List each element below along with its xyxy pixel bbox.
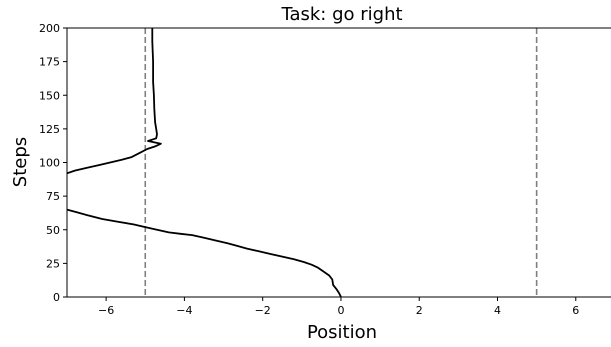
chart-title: Task: go right (280, 4, 402, 25)
y-tick-label: 75 (46, 190, 60, 203)
x-tick-label: −6 (98, 304, 114, 317)
y-tick-label: 50 (46, 224, 60, 237)
series-0-segment-0 (66, 208, 342, 298)
y-tick-label: 25 (46, 257, 60, 270)
y-tick-label: 175 (39, 56, 60, 69)
series-0-segment-1 (66, 28, 162, 175)
series-lines (66, 28, 342, 298)
x-tick-label: −2 (255, 304, 271, 317)
y-tick-label: 200 (39, 22, 60, 35)
ticks: −6 −4 −2 0 2 4 6 0 25 50 75 100 125 150 175 200 (39, 22, 579, 317)
y-tick-label: 125 (39, 123, 60, 136)
x-tick-label: 4 (494, 304, 501, 317)
y-tick-label: 100 (39, 157, 60, 170)
axes (66, 27, 611, 298)
x-tick-label: −4 (176, 304, 192, 317)
y-tick-label: 150 (39, 89, 60, 102)
x-tick-label: 2 (416, 304, 423, 317)
y-axis-title: Steps (10, 137, 31, 187)
reference-lines (144, 28, 538, 297)
y-tick-label: 0 (53, 291, 60, 304)
x-axis-title: Position (307, 322, 377, 343)
x-tick-label: 0 (337, 304, 344, 317)
x-tick-label: 6 (572, 304, 579, 317)
